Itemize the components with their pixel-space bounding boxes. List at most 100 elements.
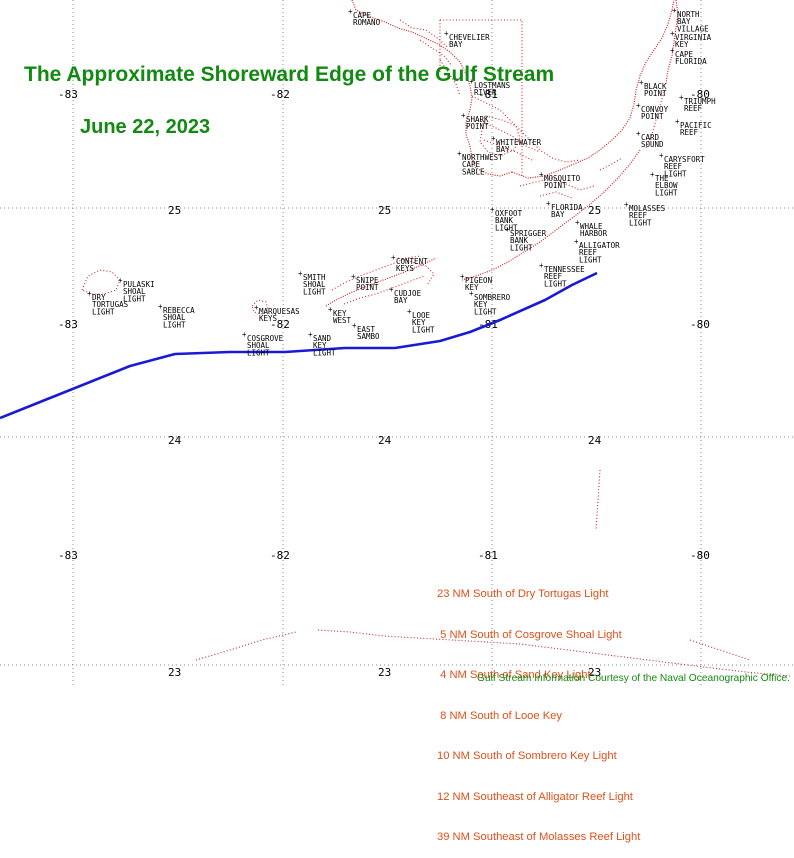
- lon-label: -83: [58, 549, 78, 562]
- place-marker-icon: +: [352, 321, 357, 330]
- place-label-sand-key-light: SAND KEY LIGHT: [313, 334, 336, 357]
- dry-tortugas-outline: [81, 269, 121, 295]
- place-marker-icon: +: [457, 149, 462, 158]
- place-marker-icon: +: [636, 101, 641, 110]
- ten-thousand-islands: [399, 19, 461, 97]
- place-marker-icon: +: [679, 93, 684, 102]
- place-label-pacific-reef: PACIFIC REEF: [680, 121, 712, 137]
- gulf-stream-edge-line: [0, 271, 598, 420]
- place-marker-icon: +: [490, 205, 495, 214]
- place-label-marquesas-keys: MARQUESAS KEYS: [259, 307, 300, 323]
- place-label-cape-romano: CAPE ROMANO: [353, 11, 381, 27]
- place-marker-icon: +: [675, 117, 680, 126]
- place-marker-icon: +: [491, 134, 496, 143]
- place-marker-icon: +: [639, 78, 644, 87]
- place-label-convoy-point: CONVOY POINT: [641, 105, 669, 121]
- place-labels: + CAPE ROMANO+ CHEVELIER BAY+ LOSTMANS RIVER+ S…: [87, 6, 716, 357]
- place-marker-icon: +: [444, 29, 449, 38]
- upper-keys: [461, 149, 641, 281]
- lon-label: -80: [690, 88, 710, 101]
- distance-list: 23 NM South of Dry Tortugas Light 5 NM S…: [437, 561, 640, 858]
- lat-label: 25: [588, 204, 601, 217]
- lat-label: 23: [588, 666, 601, 679]
- place-marker-icon: +: [505, 225, 510, 234]
- place-label-the-elbow-light: THE ELBOW LIGHT: [655, 174, 678, 197]
- gulf-stream-map: -83 -82 -81 -80 25 25 25 -83 -82 -81 -80…: [0, 0, 794, 687]
- lon-label: -81: [478, 88, 498, 101]
- place-marker-icon: +: [407, 307, 412, 316]
- place-label-whale-harbor: WHALE HARBOR: [580, 222, 608, 238]
- place-marker-icon: +: [574, 237, 579, 246]
- place-marker-icon: +: [624, 200, 629, 209]
- lower-keys: [325, 257, 437, 307]
- place-label-carysfort-reef-light: CARYSFORT REEF LIGHT: [664, 155, 705, 178]
- lon-label: -83: [58, 88, 78, 101]
- place-marker-icon: +: [328, 305, 333, 314]
- place-marker-icon: +: [636, 129, 641, 138]
- place-label-tennessee-reef-light: TENNESSEE REEF LIGHT: [544, 265, 585, 288]
- place-label-pulaski-shoal-light: PULASKI SHOAL LIGHT: [123, 280, 155, 303]
- place-label-rebecca-shoal-light: REBECCA SHOAL LIGHT: [163, 306, 195, 329]
- place-label-card-sound: CARD SOUND: [641, 133, 664, 149]
- place-marker-icon: +: [351, 272, 356, 281]
- place-marker-icon: +: [254, 303, 259, 312]
- distance-item: 4 NM South of Sand Key Light: [437, 669, 591, 681]
- lon-label: -82: [270, 88, 290, 101]
- florida-bay-shore: [511, 0, 675, 179]
- map-date: June 22, 2023: [80, 116, 211, 138]
- place-label-whitewater-bay: WHITEWATER BAY: [496, 138, 542, 154]
- cuba-interior: [195, 469, 751, 661]
- place-label-north-bay-village: NORTH BAY VILLAGE: [677, 10, 709, 33]
- lon-label: -80: [690, 549, 710, 562]
- distance-item: 8 NM South of Looe Key: [437, 709, 563, 722]
- place-marker-icon: +: [670, 46, 675, 55]
- everglades-interior-2: [477, 119, 541, 161]
- place-label-east-sambo: EAST SAMBO: [357, 325, 380, 341]
- place-label-shark-point: SHARK POINT: [466, 115, 489, 131]
- place-label-smith-shoal-light: SMITH SHOAL LIGHT: [303, 273, 326, 296]
- place-label-pigeon-key: PIGEON KEY: [465, 276, 492, 292]
- place-marker-icon: +: [118, 276, 123, 285]
- place-marker-icon: +: [158, 302, 163, 311]
- distance-item: 23 NM South of Dry Tortugas Light: [437, 588, 609, 600]
- place-label-mosquito-point: MOSQUITO POINT: [544, 174, 581, 190]
- place-label-snipe-point: SNIPE POINT: [356, 276, 379, 292]
- place-marker-icon: +: [546, 199, 551, 208]
- place-label-alligator-reef-light: ALLIGATOR REEF LIGHT: [579, 241, 620, 264]
- lat-label: 24: [168, 434, 182, 447]
- lon-label: -80: [690, 318, 710, 331]
- place-marker-icon: +: [242, 330, 247, 339]
- place-marker-icon: +: [539, 261, 544, 270]
- lat-label: 25: [168, 204, 181, 217]
- place-label-cape-florida: CAPE FLORIDA: [675, 50, 707, 66]
- distance-item: 39 NM Southeast of Molasses Reef Light: [437, 831, 641, 843]
- place-label-dry-tortugas-light: DRY TORTUGAS LIGHT: [92, 293, 129, 316]
- place-label-sprigger-bank-light: SPRIGGER BANK LIGHT: [510, 229, 547, 252]
- place-marker-icon: +: [469, 289, 474, 298]
- place-marker-icon: +: [298, 269, 303, 278]
- lat-label: 24: [378, 434, 392, 447]
- cuba-coast: [317, 629, 791, 677]
- biscayne-keys: [645, 91, 665, 149]
- place-marker-icon: +: [539, 170, 544, 179]
- county-boundary: [439, 19, 523, 176]
- place-label-cosgrove-shoal-light: COSGROVE SHOAL LIGHT: [247, 334, 284, 357]
- lat-label: 24: [588, 434, 602, 447]
- place-label-cudjoe-bay: CUDJOE BAY: [394, 289, 422, 305]
- lon-label: -82: [270, 318, 290, 331]
- distance-item: 10 NM South of Sombrero Key Light: [437, 750, 617, 762]
- everglades-interior-1: [471, 95, 581, 163]
- place-label-triumph-reef: TRIUMPH REEF: [684, 97, 716, 113]
- place-marker-icon: +: [575, 218, 580, 227]
- place-marker-icon: +: [670, 29, 675, 38]
- place-marker-icon: +: [389, 285, 394, 294]
- coastline: [81, 0, 791, 677]
- distance-item: 12 NM Southeast of Alligator Reef Light: [437, 790, 633, 803]
- credit-line: Gulf Stream Information Courtesy of the …: [477, 673, 790, 684]
- place-label-sombrero-key-light: SOMBRERO KEY LIGHT: [474, 293, 511, 316]
- lon-label: -83: [58, 318, 78, 331]
- distance-item: 5 NM South of Cosgrove Shoal Light: [437, 628, 622, 641]
- lower-keys-islands: [331, 255, 435, 305]
- lat-label: 25: [378, 204, 391, 217]
- place-label-virginia-key: VIRGINIA KEY: [675, 33, 712, 49]
